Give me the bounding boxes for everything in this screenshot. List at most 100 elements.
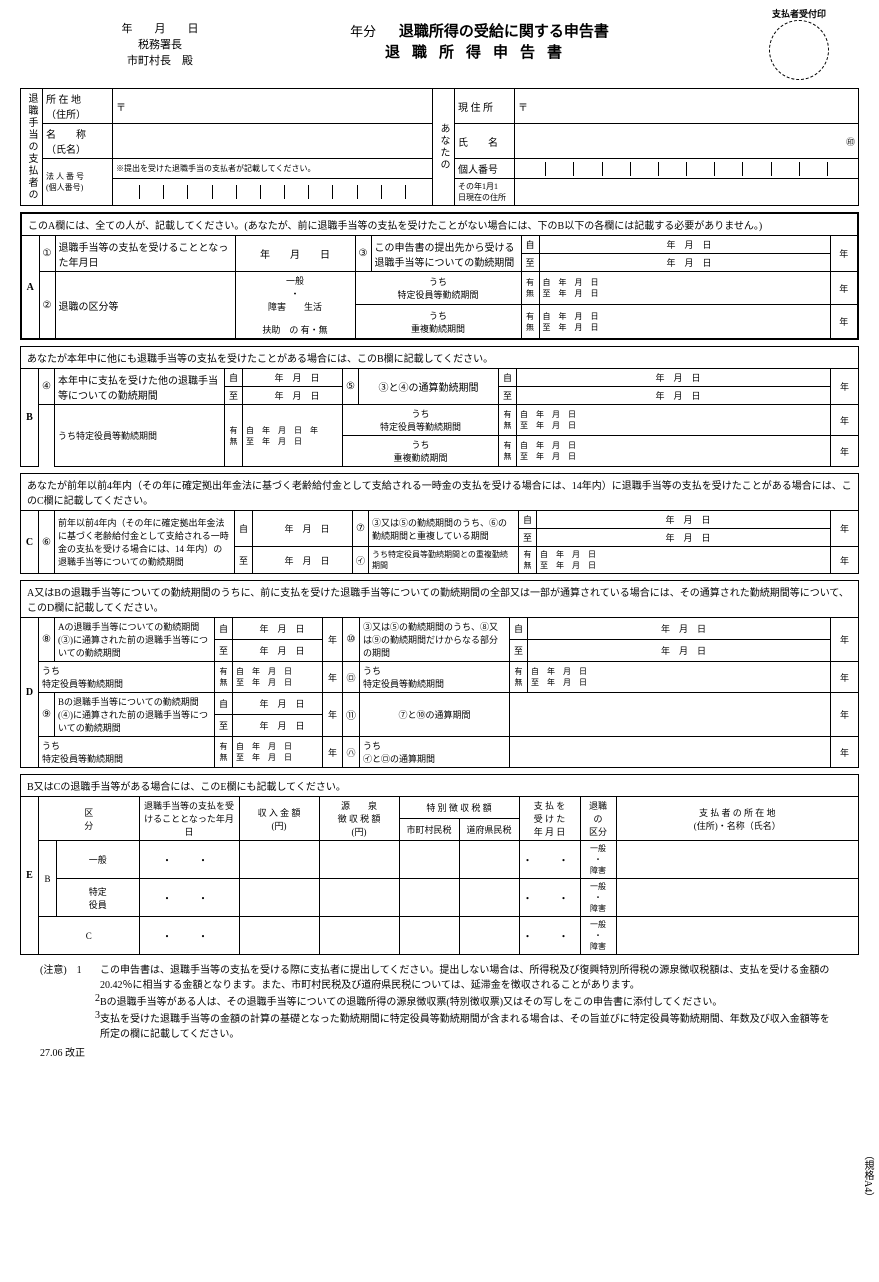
payer-name-field[interactable] <box>113 124 433 159</box>
payer-name-label: 名 称 （氏名） <box>43 124 113 159</box>
seal-icon: ㊞ <box>846 137 855 147</box>
section-a-note: このA欄には、全ての人が、記載してください。(あなたが、前に退職手当等の支払を受… <box>21 213 858 236</box>
c7i-dates[interactable]: 自 年 月 日至 年 月 日 <box>537 547 831 574</box>
c7-to: 至 <box>519 529 537 547</box>
a-sub1-dates[interactable]: 自 年 月 日至 年 月 日 <box>539 272 830 305</box>
d9-sub: うち 特定役員等勤続期間 <box>39 737 215 768</box>
section-b-label: B <box>21 369 39 467</box>
c7i-umu[interactable]: 有 無 <box>519 547 537 574</box>
b4-sub-umu[interactable]: 有 無 <box>225 405 243 467</box>
section-e-label: E <box>21 797 39 955</box>
d-item10r-text: うち 特定役員等勤続期間 <box>360 662 510 693</box>
a-item2-opts[interactable]: 一般 ・ 障害 生活 扶助 の 有・無 <box>235 272 355 340</box>
section-a-label: A <box>21 236 39 340</box>
nenbun: 年分 <box>350 24 376 39</box>
header-left: 年 月 日 税務署長 市町村長 殿 <box>20 20 220 68</box>
mayor: 市町村長 殿 <box>100 52 220 68</box>
c6-to: 至 <box>235 547 253 574</box>
a-sub2-dates[interactable]: 自 年 月 日至 年 月 日 <box>539 305 830 339</box>
section-c-label: C <box>21 511 39 574</box>
a-sub1-nen: 年 <box>830 272 858 305</box>
b4-to-date[interactable]: 年 月 日 <box>243 387 343 405</box>
note2: Bの退職手当等がある人は、その退職手当等についての退職所得の源泉徴収票(特別徴収… <box>100 993 839 1008</box>
d-item11h-mark: ㋩ <box>343 737 360 768</box>
e-col4b: 道府県民税 <box>459 819 519 841</box>
footer-notes: (注意) 1 この申告書は、退職手当等の支払を受ける際に支払者に提出してください… <box>20 961 859 1040</box>
b-sub1-umu[interactable]: 有 無 <box>499 405 517 436</box>
b-sub1: うち 特定役員等勤続期間 <box>343 405 499 436</box>
a-item1-date[interactable]: 年 月 日 <box>235 236 355 272</box>
d-item10r-mark: ㋺ <box>343 662 360 693</box>
e-b1-date2[interactable]: ・ ・ <box>519 841 580 879</box>
a-item3-text: この申告書の提出先から受ける退職手当等についての勤続期間 <box>371 236 521 272</box>
you-post-mark: 〒 <box>518 103 528 114</box>
a-item1-num: ① <box>39 236 55 272</box>
e-col3: 源 泉 徴 収 税 額 (円) <box>319 797 399 841</box>
b5-from-date[interactable]: 年 月 日 <box>517 369 831 387</box>
section-e: B又はCの退職手当等がある場合には、このE欄にも記載してください。 E 区 分 … <box>20 774 859 955</box>
a3-nen: 年 <box>830 236 858 272</box>
c-item6-text: 前年以前4年内（その年に確定拠出年金法に基づく老齢給付金として支給される一時金の… <box>55 511 235 574</box>
party-info-table: 退職手当の支払者の 所 在 地 （住所） 〒 あなたの 現 住 所 〒 名 称 … <box>20 88 859 206</box>
tax-office: 税務署長 <box>100 36 220 52</box>
d-item11-num: ⑪ <box>343 693 360 737</box>
corp-num-field[interactable] <box>113 179 433 206</box>
jan1-label: その年1月1 日現在の住所 <box>455 179 515 206</box>
kojin-field[interactable] <box>515 159 859 179</box>
c-item7i-mark: ㋑ <box>353 547 369 574</box>
d-item10-text: ③又は⑤の勤続期間のうち、⑧又は⑨の勤続期間だけからなる部分の期間 <box>360 618 510 662</box>
c-item6-num: ⑥ <box>39 511 55 574</box>
a-item2-num: ② <box>39 272 55 340</box>
a-item3-num: ③ <box>355 236 371 272</box>
header-right: 支払者受付印 <box>739 20 859 80</box>
b-sub2-dates[interactable]: 自 年 月 日至 年 月 日 <box>517 436 831 467</box>
section-c: あなたが前年以前4年内（その年に確定拠出年金法に基づく老齢給付金として支給される… <box>20 473 859 574</box>
notice-label: (注意) <box>40 965 67 976</box>
e-col1: 退職手当等の支払を受けることとなった年月日 <box>139 797 239 841</box>
c7-from-date[interactable]: 年 月 日 <box>537 511 831 529</box>
a-item2-text: 退職の区分等 <box>55 272 235 340</box>
e-row-b: B <box>39 841 57 917</box>
a3-from-date[interactable]: 年 月 日 <box>539 236 830 254</box>
section-e-note: B又はCの退職手当等がある場合には、このE欄にも記載してください。 <box>21 775 859 797</box>
e-col2: 収 入 金 額 (円) <box>239 797 319 841</box>
c6-from: 自 <box>235 511 253 547</box>
b4-from-date[interactable]: 年 月 日 <box>243 369 343 387</box>
b-sub2-umu[interactable]: 有 無 <box>499 436 517 467</box>
e-col5: 支 払 を 受 け た 年 月 日 <box>519 797 580 841</box>
stamp-label: 支払者受付印 <box>770 7 828 20</box>
a3-to: 至 <box>521 254 539 272</box>
c6-from-date[interactable]: 年 月 日 <box>253 511 353 547</box>
c6-to-date[interactable]: 年 月 日 <box>253 547 353 574</box>
a-sub2: うち 重複勤続期間 <box>355 305 521 339</box>
e-col4: 特 別 徴 収 税 額 <box>399 797 519 819</box>
e-row-c: C <box>39 917 140 955</box>
e-b1-date1[interactable]: ・ ・ <box>139 841 239 879</box>
b4-to: 至 <box>225 387 243 405</box>
a-sub1-umu[interactable]: 有 無 <box>521 272 539 305</box>
section-d: A又はBの退職手当等についての勤続期間のうちに、前に支払を受けた退職手当等につい… <box>20 580 859 768</box>
b5-to: 至 <box>499 387 517 405</box>
b5-to-date[interactable]: 年 月 日 <box>517 387 831 405</box>
b-sub2: うち 重複勤続期間 <box>343 436 499 467</box>
b-sub1-dates[interactable]: 自 年 月 日至 年 月 日 <box>517 405 831 436</box>
title-1: 退職所得の受給に関する申告書 <box>399 24 609 40</box>
section-d-label: D <box>21 618 39 768</box>
b4-from: 自 <box>225 369 243 387</box>
jan1-field[interactable] <box>515 179 859 206</box>
a3-to-date[interactable]: 年 月 日 <box>539 254 830 272</box>
c-item7-text: ③又は⑤の勤続期間のうち、⑥の勤続期間と重複している期間 <box>369 511 519 547</box>
section-c-note: あなたが前年以前4年内（その年に確定拠出年金法に基づく老齢給付金として支給される… <box>21 474 859 511</box>
you-address-label: 現 住 所 <box>455 89 515 124</box>
a-item1-text: 退職手当等の支払を受けることとなった年月日 <box>55 236 235 272</box>
payer-address-label: 所 在 地 （住所） <box>43 89 113 124</box>
section-b: あなたが本年中に他にも退職手当等の支払を受けたことがある場合には、このB欄に記載… <box>20 346 859 467</box>
c-item7i-text: うち特定役員等勤続期間との重複勤続期間 <box>369 547 519 574</box>
e-col6: 退職 の 区分 <box>580 797 616 841</box>
d-item8-text: Aの退職手当等についての勤続期間(③)に通算された前の退職手当等についての勤続期… <box>55 618 215 662</box>
a-sub2-umu[interactable]: 有 無 <box>521 305 539 339</box>
c7-to-date[interactable]: 年 月 日 <box>537 529 831 547</box>
e-row-b1: 一般 <box>57 841 140 879</box>
b4-sub-dates[interactable]: 自 年 月 日 年至 年 月 日 <box>243 405 343 467</box>
b5-nen: 年 <box>831 369 859 405</box>
